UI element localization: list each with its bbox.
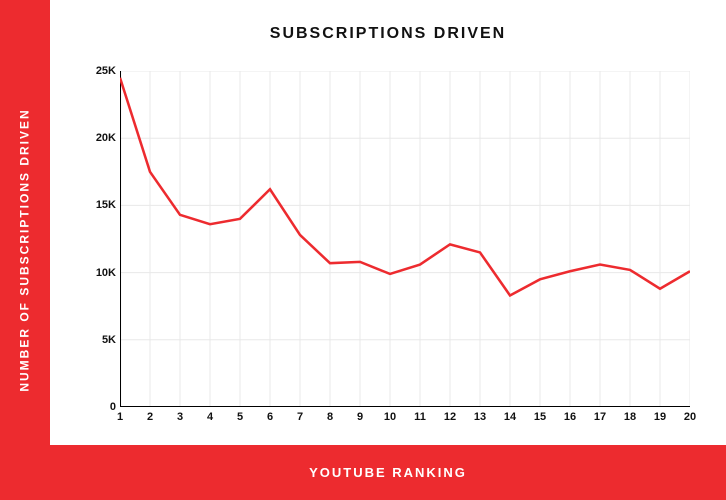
x-tick-label: 7 bbox=[297, 411, 303, 423]
y-axis-label: NUMBER OF SUBSCRIPTIONS DRIVEN bbox=[18, 108, 32, 391]
x-tick-label: 16 bbox=[564, 411, 576, 423]
x-tick-label: 6 bbox=[267, 411, 273, 423]
gridlines bbox=[120, 71, 690, 407]
chart-box: 05K10K15K20K25K1234567891011121314151617… bbox=[80, 61, 696, 435]
y-axis-label-strip: NUMBER OF SUBSCRIPTIONS DRIVEN bbox=[0, 0, 50, 500]
x-tick-label: 20 bbox=[684, 411, 696, 423]
x-tick-label: 18 bbox=[624, 411, 636, 423]
x-tick-label: 11 bbox=[414, 411, 426, 423]
y-tick-label: 15K bbox=[82, 199, 116, 211]
y-tick-label: 5K bbox=[82, 334, 116, 346]
x-tick-label: 13 bbox=[474, 411, 486, 423]
x-tick-label: 4 bbox=[207, 411, 213, 423]
y-tick-label: 20K bbox=[82, 132, 116, 144]
y-tick-label: 25K bbox=[82, 65, 116, 77]
chart-svg bbox=[120, 71, 690, 407]
chart-title: SUBSCRIPTIONS DRIVEN bbox=[80, 25, 696, 43]
x-tick-label: 15 bbox=[534, 411, 546, 423]
x-tick-label: 19 bbox=[654, 411, 666, 423]
y-tick-label: 0 bbox=[82, 401, 116, 413]
chart-frame: NUMBER OF SUBSCRIPTIONS DRIVEN SUBSCRIPT… bbox=[0, 0, 726, 500]
x-tick-label: 9 bbox=[357, 411, 363, 423]
x-axis-label: YOUTUBE RANKING bbox=[309, 465, 467, 480]
x-tick-label: 3 bbox=[177, 411, 183, 423]
x-tick-label: 12 bbox=[444, 411, 456, 423]
x-tick-label: 10 bbox=[384, 411, 396, 423]
data-series-line bbox=[120, 78, 690, 296]
x-tick-label: 14 bbox=[504, 411, 516, 423]
y-tick-label: 10K bbox=[82, 267, 116, 279]
x-tick-label: 5 bbox=[237, 411, 243, 423]
x-axis-label-strip: YOUTUBE RANKING bbox=[50, 445, 726, 500]
x-tick-label: 2 bbox=[147, 411, 153, 423]
plot-area: SUBSCRIPTIONS DRIVEN 05K10K15K20K25K1234… bbox=[50, 0, 726, 445]
x-tick-label: 8 bbox=[327, 411, 333, 423]
x-tick-label: 1 bbox=[117, 411, 123, 423]
x-tick-label: 17 bbox=[594, 411, 606, 423]
chart-inner bbox=[120, 71, 690, 407]
